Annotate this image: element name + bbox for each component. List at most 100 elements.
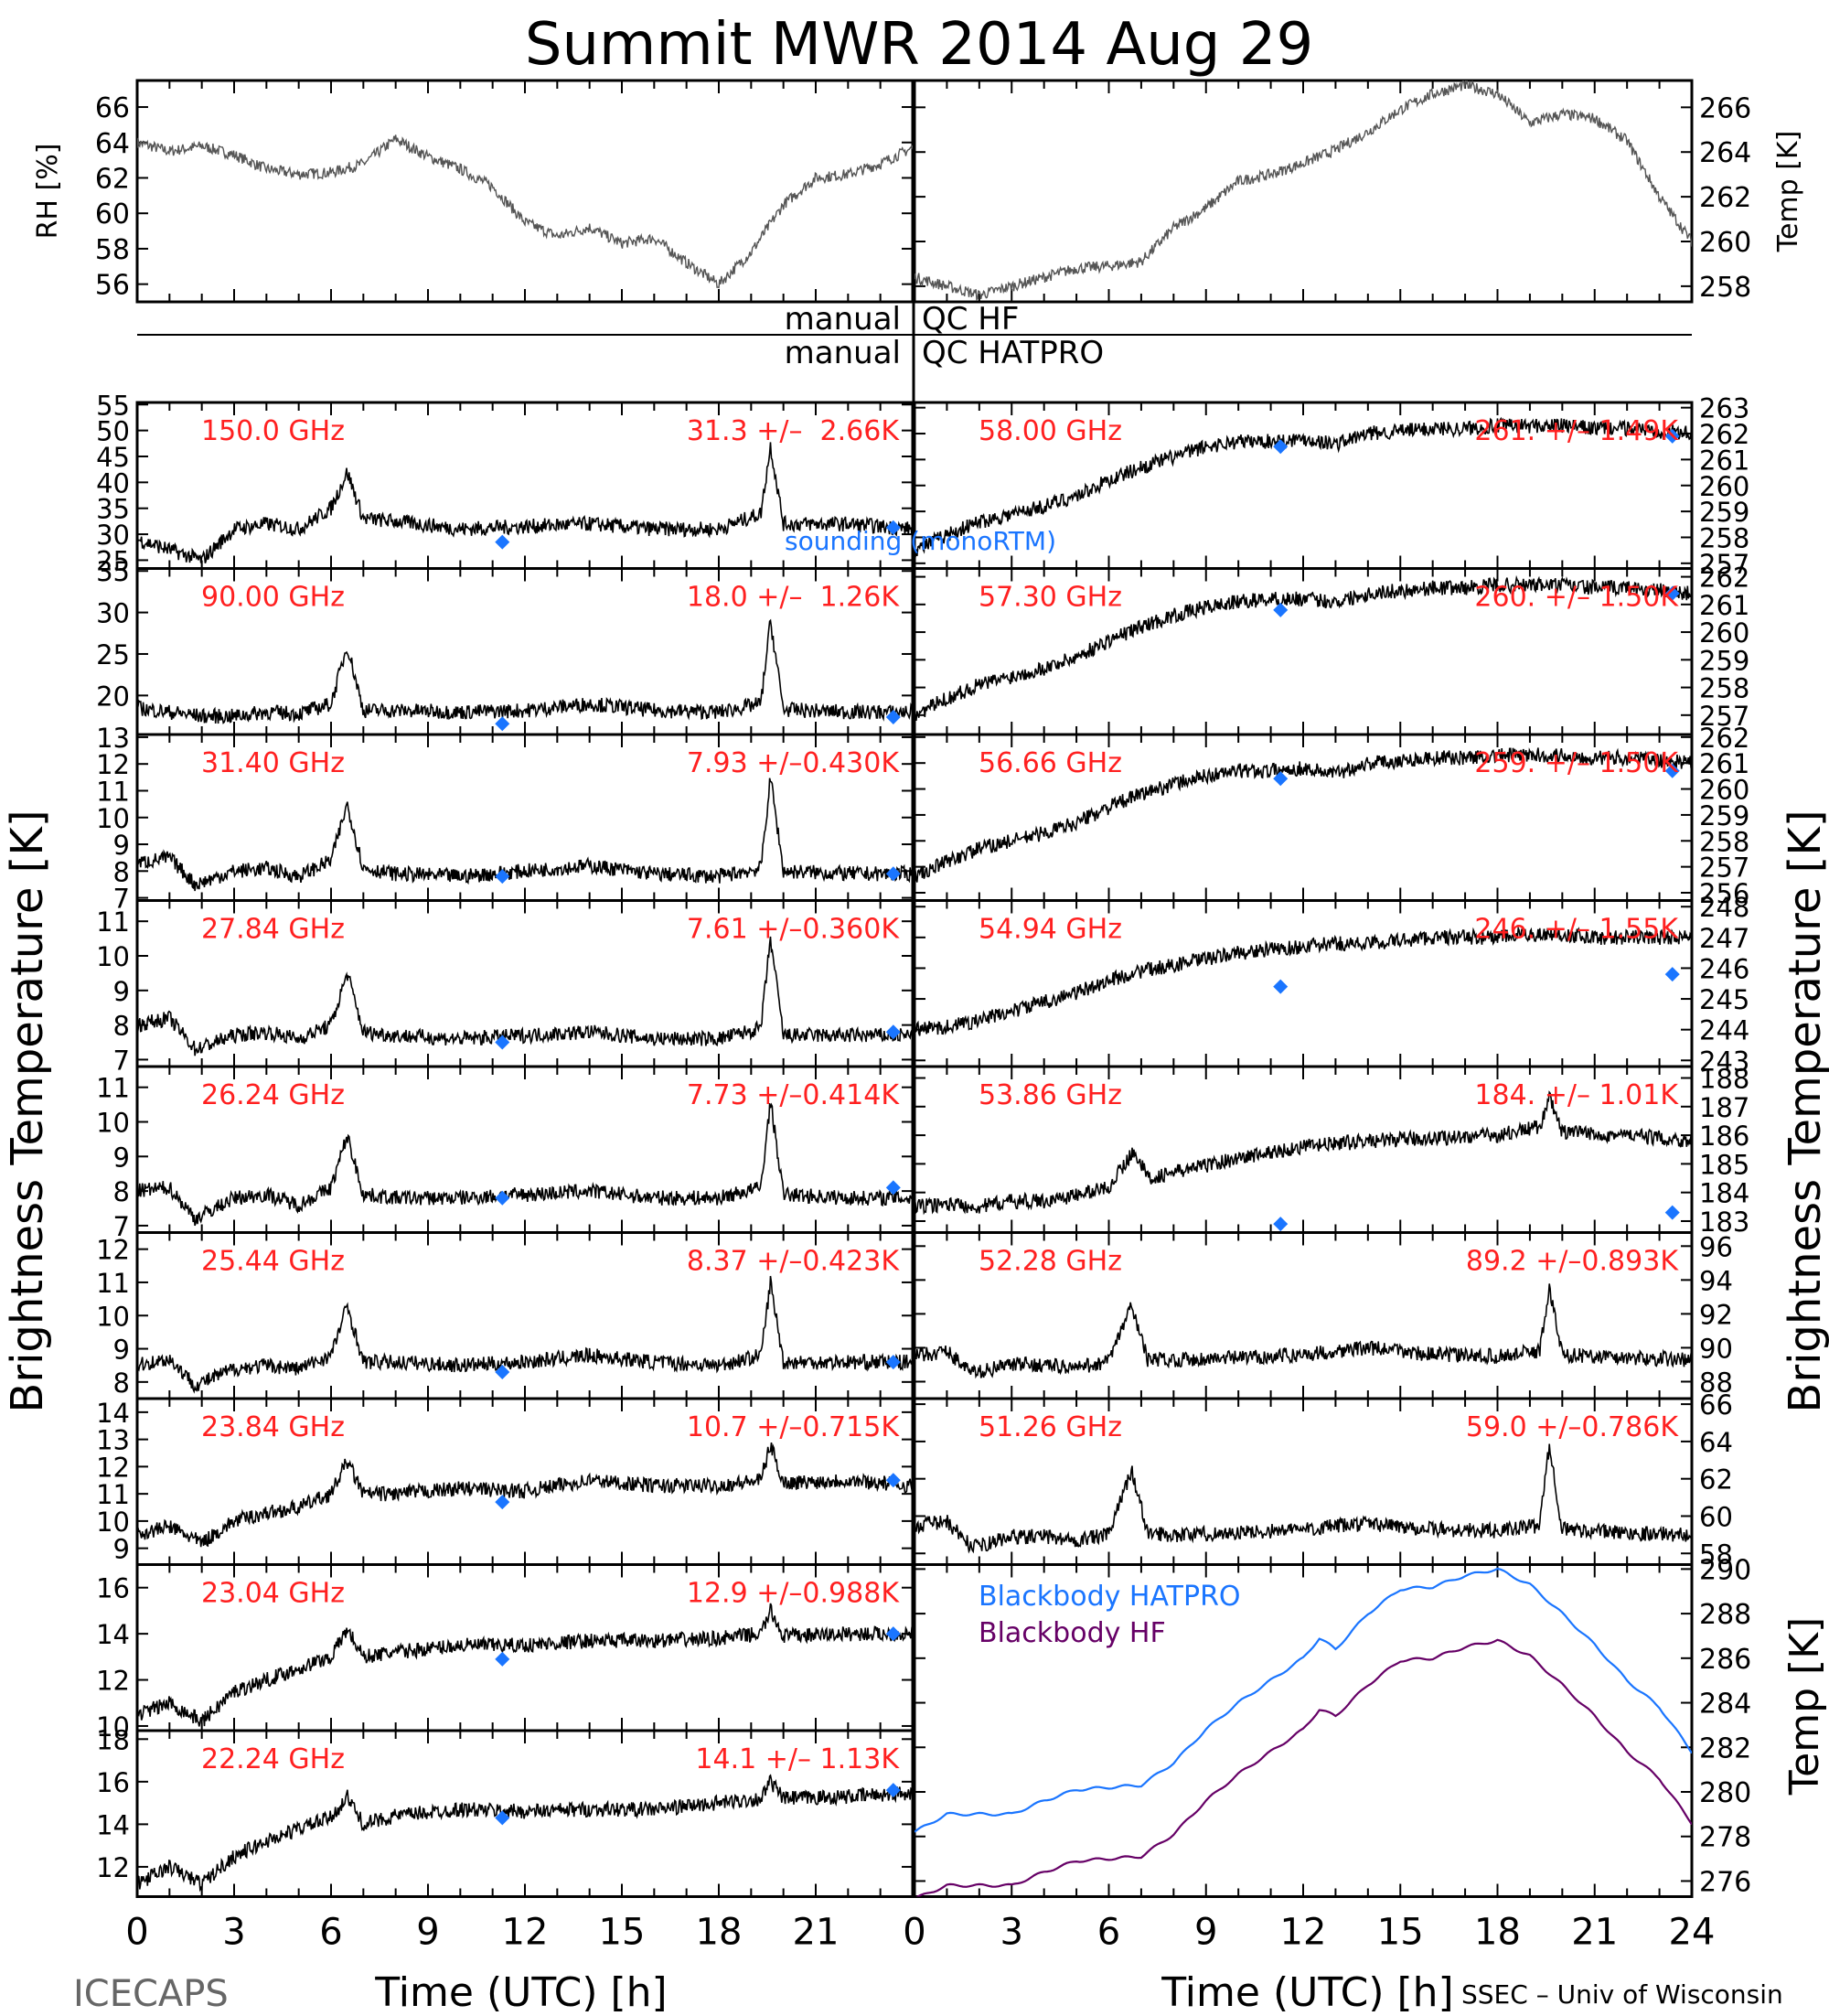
x-tick-label-left: 9 — [416, 1912, 439, 1954]
y-tick-label: 244 — [1699, 1015, 1749, 1046]
y-tick-label: 11 — [96, 1268, 130, 1299]
y-tick-label: 8 — [113, 1176, 130, 1207]
y-tick-label: 7 — [113, 884, 130, 915]
y-tick-label: 56 — [95, 270, 130, 302]
panel-90.00: 20 25 30 35 90.00 GHz 18.0 +/– 1.26K — [96, 556, 914, 736]
series-line — [137, 618, 913, 724]
panel-22.24: 12 14 16 18 22.24 GHz 14.1 +/– 1.13K — [96, 1724, 914, 1898]
qc-label-right-1: QC HF — [922, 301, 1019, 338]
y-tick-label: 256 — [1699, 878, 1749, 909]
rh-axis-label: RH [%] — [32, 144, 64, 240]
y-tick-label: 16 — [96, 1767, 130, 1798]
sounding-diamond-icon — [1273, 771, 1289, 787]
sounding-diamond-icon — [1273, 602, 1289, 617]
sounding-diamond-icon — [495, 869, 510, 885]
y-tick-label: 276 — [1699, 1866, 1751, 1898]
y-tick-label: 266 — [1699, 92, 1751, 124]
y-tick-label: 260 — [1699, 775, 1749, 806]
y-tick-label: 9 — [113, 976, 130, 1007]
series-line — [137, 1102, 913, 1227]
y-tick-label: 35 — [96, 556, 130, 587]
x-tick-label-left: 21 — [793, 1912, 840, 1954]
y-tick-label: 10 — [96, 1507, 130, 1538]
y-tick-label: 259 — [1699, 645, 1749, 676]
series-line-hf — [915, 1638, 1692, 1897]
panel-23.04: 10 12 14 16 23.04 GHz 12.9 +/–0.988K — [96, 1563, 914, 1743]
series-line — [137, 936, 913, 1056]
y-tick-label: 60 — [95, 198, 130, 231]
stat-label: 7.73 +/–0.414K — [687, 1079, 900, 1111]
stat-label: 7.61 +/–0.360K — [687, 914, 900, 946]
blackbody-axis-label: Temp [K] — [1781, 1617, 1828, 1796]
frequency-label: 31.40 GHz — [201, 747, 345, 779]
panel-plot-area — [914, 747, 1692, 883]
y-tick-label: 262 — [1699, 723, 1749, 754]
y-tick-label: 10 — [96, 1301, 130, 1332]
sounding-legend: sounding (monoRTM) — [785, 526, 1056, 556]
sounding-diamond-icon — [885, 520, 901, 535]
frequency-label: 57.30 GHz — [979, 582, 1122, 614]
y-tick-label: 258 — [1699, 826, 1749, 857]
panel-frame — [913, 1563, 1694, 1898]
left-axis-label: Brightness Temperature [K] — [2, 810, 53, 1412]
sounding-diamond-icon — [495, 1035, 510, 1050]
y-tick-label: 258 — [1699, 673, 1749, 704]
sounding-diamond-icon — [1664, 428, 1680, 444]
stat-label: 31.3 +/– 2.66K — [687, 415, 900, 447]
sounding-diamond-icon — [885, 1024, 901, 1040]
series-line — [137, 1774, 913, 1893]
y-tick-label: 30 — [96, 520, 130, 551]
y-tick-label: 282 — [1699, 1732, 1751, 1764]
y-tick-label: 9 — [113, 830, 130, 861]
y-tick-label: 185 — [1699, 1149, 1749, 1180]
sounding-diamond-icon — [1273, 439, 1289, 455]
sounding-diamond-icon — [885, 709, 901, 724]
stat-label: 89.2 +/–0.893K — [1466, 1246, 1679, 1278]
frequency-label: 25.44 GHz — [201, 1246, 345, 1278]
frequency-label: 23.84 GHz — [201, 1411, 345, 1443]
y-tick-label: 30 — [96, 598, 130, 629]
sounding-diamond-icon — [495, 1651, 510, 1667]
frequency-label: 56.66 GHz — [979, 747, 1122, 779]
y-tick-label: 188 — [1699, 1064, 1749, 1095]
sounding-diamond-icon — [495, 1495, 510, 1510]
y-tick-label: 278 — [1699, 1822, 1751, 1854]
y-tick-label: 7 — [113, 1211, 130, 1242]
y-tick-label: 261 — [1699, 748, 1749, 779]
stat-label: 184. +/– 1.01K — [1474, 1079, 1679, 1111]
series-line — [914, 574, 1692, 722]
y-tick-label: 257 — [1699, 701, 1749, 732]
panel-plot-area — [914, 574, 1692, 722]
sounding-diamond-icon — [495, 534, 510, 550]
frequency-label: 51.26 GHz — [979, 1411, 1122, 1443]
y-tick-label: 50 — [96, 416, 130, 447]
stat-label: 8.37 +/–0.423K — [687, 1246, 900, 1278]
y-tick-label: 35 — [96, 494, 130, 525]
panel-plot-area — [914, 80, 1692, 302]
footer-right: SSEC – Univ of Wisconsin — [1461, 1979, 1783, 2010]
y-tick-label: 262 — [1699, 419, 1749, 450]
y-tick-label: 261 — [1699, 445, 1749, 476]
y-tick-label: 12 — [96, 749, 130, 780]
panel-plot-area — [137, 777, 913, 892]
series-line — [137, 134, 913, 289]
series-line — [914, 747, 1692, 883]
y-tick-label: 13 — [96, 723, 130, 754]
series-line — [137, 1442, 913, 1548]
y-tick-label: 257 — [1699, 549, 1749, 580]
y-tick-label: 11 — [96, 906, 130, 938]
y-tick-label: 262 — [1699, 563, 1749, 594]
y-tick-label: 14 — [96, 1619, 130, 1650]
stat-label: 246. +/– 1.55K — [1474, 914, 1679, 946]
y-tick-label: 288 — [1699, 1599, 1751, 1631]
y-tick-label: 58 — [1699, 1539, 1733, 1570]
qc-label-left-2: manual — [785, 335, 901, 371]
